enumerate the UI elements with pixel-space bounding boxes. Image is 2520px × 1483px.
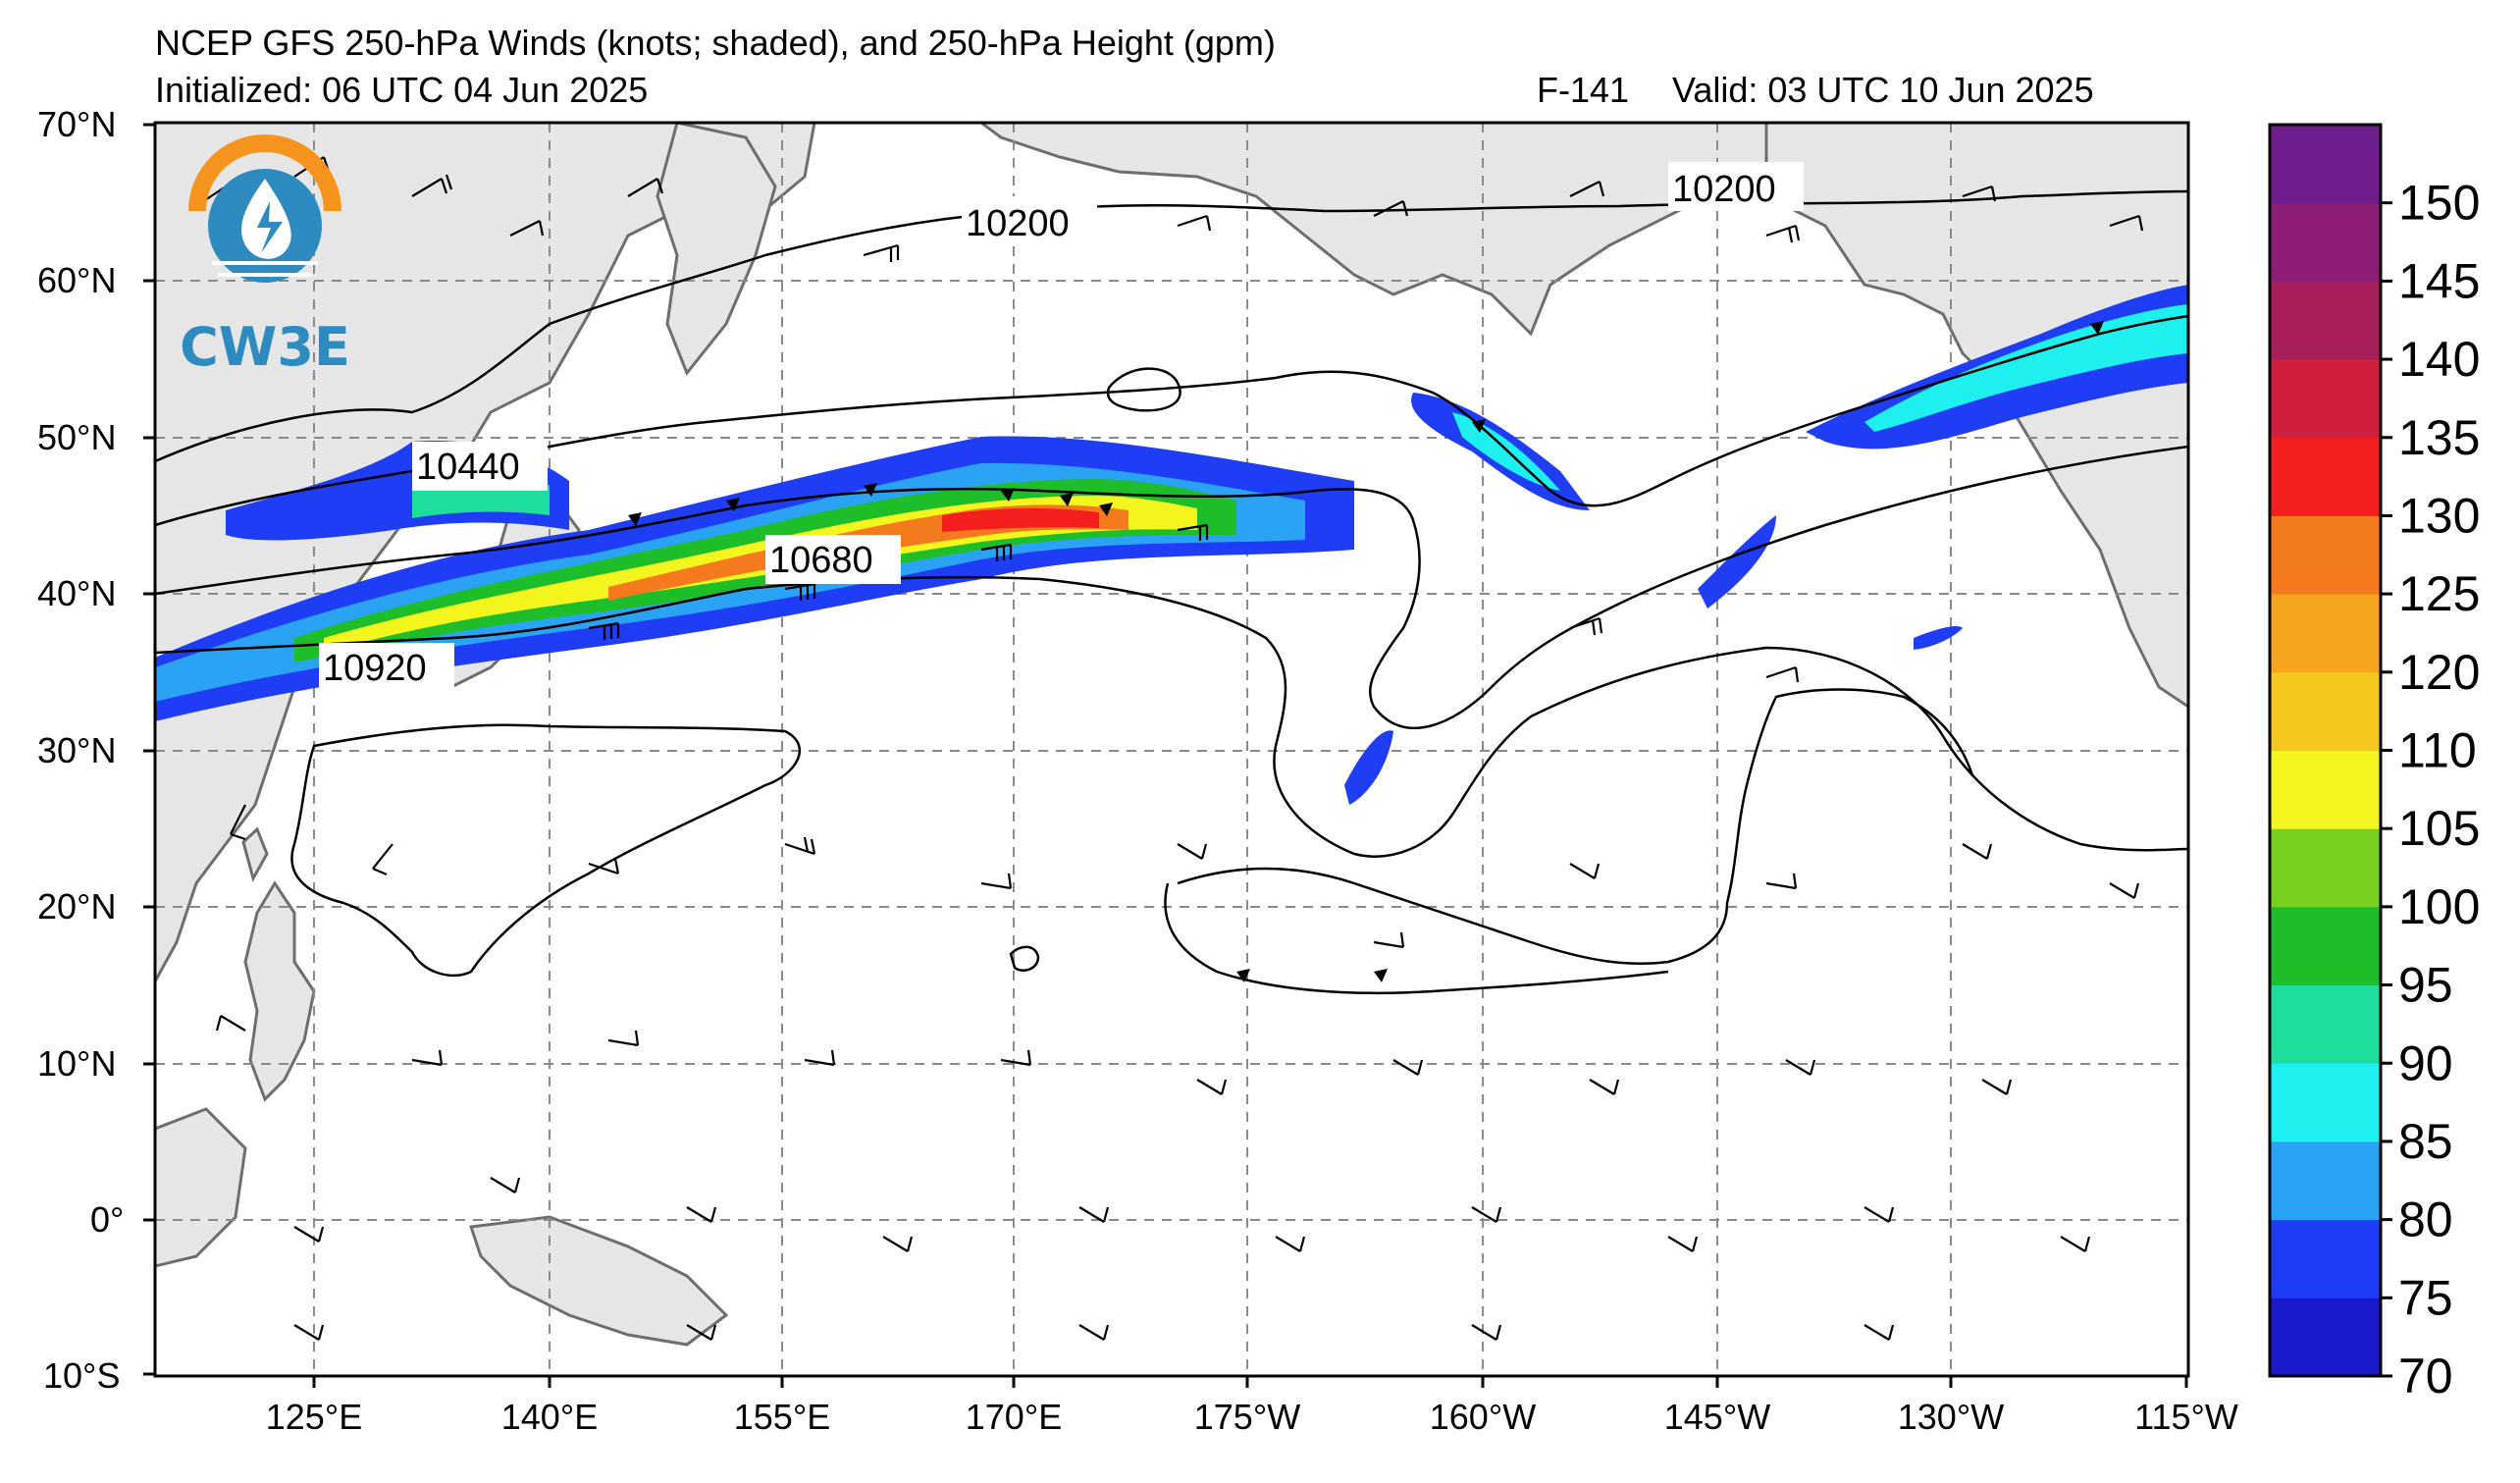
jet-125kt (608, 504, 1129, 601)
colorbar-segment (2270, 437, 2381, 516)
colorbar-label: 95 (2398, 958, 2453, 1013)
jet-135kt (942, 507, 1099, 532)
wind-flags (628, 321, 2104, 982)
colorbar-label: 120 (2398, 645, 2480, 700)
logo-sun-arc (188, 134, 341, 211)
colorbar-segment (2270, 1219, 2381, 1298)
lat-tick: 60°N (37, 260, 116, 300)
contour-labels: 10200 10200 10440 10680 10920 (319, 162, 1804, 692)
lon-tick: 140°E (501, 1397, 598, 1437)
colorbar-segment (2270, 594, 2381, 673)
lat-tick: 10°S (43, 1355, 120, 1396)
cw3e-logo: CW3E (180, 134, 350, 378)
colorbar-segment (2270, 906, 2381, 986)
jet-alaska-inner (1864, 304, 2188, 432)
lon-tick: 175°W (1194, 1397, 1300, 1437)
lat-tick: 70°N (37, 104, 116, 144)
contour-label-3: 10440 (416, 447, 520, 488)
colorbar-label: 145 (2398, 253, 2480, 308)
colorbar-label: 140 (2398, 332, 2480, 387)
lat-tick: 30°N (37, 730, 116, 770)
colorbar-label: 90 (2398, 1035, 2453, 1090)
lon-tick: 125°E (266, 1397, 362, 1437)
colorbar-segment (2270, 828, 2381, 908)
land (155, 123, 2188, 1347)
colorbar-segment (2270, 281, 2381, 360)
colorbar-label: 105 (2398, 801, 2480, 856)
colorbar-segment (2270, 750, 2381, 829)
colorbar-label: 80 (2398, 1192, 2453, 1247)
colorbar-segment (2270, 125, 2381, 204)
init-time: Initialized: 06 UTC 04 Jun 2025 (155, 70, 649, 110)
colorbar-label: 130 (2398, 488, 2480, 543)
colorbar-segment (2270, 1140, 2381, 1221)
colorbar-segment (2270, 515, 2381, 595)
contour-label-5: 10920 (323, 648, 427, 689)
colorbar-label: 100 (2398, 879, 2480, 934)
colorbar-label: 150 (2398, 176, 2480, 231)
lon-tick: 160°W (1430, 1397, 1536, 1437)
contour-label-1: 10200 (966, 203, 1070, 244)
map-layers: 10200 10200 10440 10680 10920 (155, 123, 2188, 1376)
colorbar-label: 125 (2398, 566, 2480, 621)
contour-label-2: 10200 (1672, 169, 1776, 210)
colorbar-segment (2270, 984, 2381, 1064)
lat-tick: 50°N (37, 417, 116, 457)
lat-tick: 10°N (37, 1043, 116, 1084)
map-title: NCEP GFS 250-hPa Winds (knots; shaded), … (155, 23, 1276, 63)
lat-tick: 40°N (37, 573, 116, 613)
lat-tick: 0° (90, 1199, 124, 1240)
lat-axis: 70°N 60°N 50°N 40°N 30°N 20°N 10°N 0° 10… (37, 104, 155, 1396)
lat-tick: 20°N (37, 886, 116, 927)
colorbar-segment (2270, 359, 2381, 439)
logo-text: CW3E (180, 316, 350, 378)
colorbar-label: 85 (2398, 1114, 2453, 1169)
logo-bolt-icon (257, 201, 283, 253)
colorbar-border (2268, 123, 2383, 1378)
colorbar-label: 110 (2398, 723, 2477, 778)
lon-tick: 115°W (2134, 1397, 2238, 1437)
wind-barbs (195, 156, 2144, 1341)
jet-east (1914, 626, 1963, 650)
colorbar-segment (2270, 202, 2381, 282)
colorbar-segment (2270, 1298, 2381, 1377)
lon-axis: 125°E 140°E 155°E 170°E 175°W 160°W 145°… (266, 1376, 2238, 1437)
contour-label-4: 10680 (769, 540, 873, 581)
colorbar-label: 135 (2398, 410, 2480, 465)
colorbar-label: 75 (2398, 1270, 2453, 1325)
lon-tick: 170°E (966, 1397, 1062, 1437)
lon-tick: 145°W (1664, 1397, 1770, 1437)
colorbar-label: 70 (2398, 1349, 2453, 1404)
jet-subtropical (1344, 730, 1393, 805)
lon-tick: 130°W (1898, 1397, 2004, 1437)
lon-tick: 155°E (734, 1397, 830, 1437)
forecast-hour: F-141 (1537, 70, 1630, 110)
valid-time: Valid: 03 UTC 10 Jun 2025 (1672, 70, 2094, 110)
colorbar: 150 145 140 135 130 125 120 110 105 100 95 90 85 80 75… (2270, 125, 2480, 1404)
colorbar-segment (2270, 671, 2381, 751)
colorbar-segment (2270, 1063, 2381, 1142)
jet-east-2 (1698, 515, 1776, 609)
